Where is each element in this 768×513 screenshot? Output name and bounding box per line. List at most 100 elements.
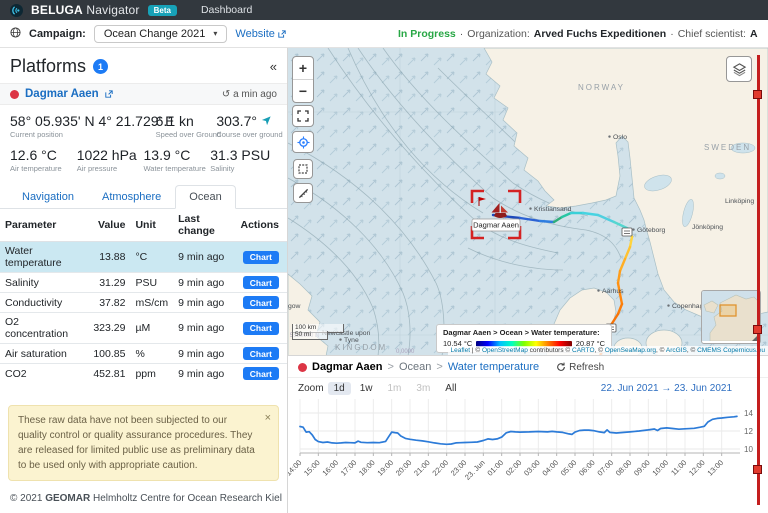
column-header-last-change: Last change (173, 209, 235, 242)
chart-button-salinity[interactable]: Chart (243, 276, 279, 289)
timeseries-panel: Dagmar Aaen > Ocean > Water temperature … (288, 355, 768, 513)
collapse-panel-button[interactable]: « (270, 59, 277, 74)
box-zoom-icon (298, 164, 308, 174)
y-axis-tick: 10 (744, 445, 753, 454)
chart-button-water-temperature[interactable]: Chart (243, 251, 279, 264)
x-axis-tick: 07:00 (595, 458, 615, 478)
top-navbar: BELUGA Navigator Beta Dashboard (0, 0, 768, 20)
map-city-label: Aarhus (602, 288, 624, 295)
website-link[interactable]: Website (235, 28, 286, 40)
attribution-link[interactable]: Leaflet (451, 347, 471, 354)
stat-course-over-ground: 303.7°Course over ground (216, 113, 277, 139)
close-icon[interactable]: × (265, 410, 271, 427)
zoom-range-1w[interactable]: 1w (354, 382, 379, 395)
x-axis-tick: 12:00 (687, 458, 707, 478)
zoom-out-button[interactable]: − (292, 80, 314, 102)
refresh-button[interactable]: Refresh (556, 362, 604, 373)
red-annotation-handle (753, 465, 762, 474)
temperature-line-chart[interactable]: 14121014:0015:0016:0017:0018:0019:0020:0… (288, 395, 768, 503)
external-link-icon (105, 90, 113, 98)
column-header-actions: Actions (235, 209, 287, 242)
red-annotation-handle (753, 90, 762, 99)
tab-navigation[interactable]: Navigation (8, 185, 88, 209)
fullscreen-button[interactable] (292, 105, 314, 127)
zoom-range-1d[interactable]: 1d (328, 382, 351, 395)
tab-ocean[interactable]: Ocean (175, 185, 235, 209)
x-axis-tick: 23. Jun (463, 458, 487, 482)
y-axis-tick: 12 (744, 427, 753, 436)
attribution-link[interactable]: CARTO (572, 347, 595, 354)
red-annotation-line (757, 55, 760, 505)
measure-button[interactable] (293, 183, 313, 203)
x-axis-tick: 19:00 (375, 458, 395, 478)
map-city-label: Oslo (613, 134, 627, 141)
locate-button[interactable] (292, 131, 314, 153)
zoom-label: Zoom (298, 383, 324, 394)
platform-row[interactable]: Dagmar Aaen ↺ a min ago (0, 83, 287, 105)
campaign-select[interactable]: Ocean Change 2021 ▾ (94, 25, 228, 43)
x-axis-tick: 03:00 (522, 458, 542, 478)
box-zoom-button[interactable] (293, 159, 313, 179)
chart-button-co2[interactable]: Chart (243, 367, 279, 380)
x-axis-tick: 04:00 (540, 458, 560, 478)
zoom-in-button[interactable]: + (292, 57, 314, 79)
campaign-label: Campaign: (29, 28, 86, 40)
nav-dashboard-link[interactable]: Dashboard (201, 4, 252, 16)
minimap-viewport-rect[interactable] (720, 305, 736, 316)
x-axis-tick: 17:00 (339, 458, 359, 478)
copyright-footer: © 2021 GEOMAR Helmholtz Centre for Ocean… (10, 493, 282, 504)
disclaimer-text: These raw data have not been subjected t… (18, 415, 255, 471)
overview-minimap[interactable] (701, 290, 761, 344)
breadcrumb-parameter[interactable]: Water temperature (448, 361, 539, 373)
platform-name-link[interactable]: Dagmar Aaen (25, 88, 99, 100)
layers-icon (732, 62, 747, 77)
attribution-link[interactable]: OpenSeaMap.org (605, 347, 656, 354)
website-link-label: Website (235, 28, 275, 40)
external-link-icon (278, 30, 286, 38)
zoom-range-3m: 3m (410, 382, 436, 395)
chief-scientist-value: Arved Fuchs (750, 28, 758, 40)
map-city-label: Linköping (725, 198, 754, 205)
y-axis-tick: 14 (744, 409, 753, 418)
status-badge: In Progress (398, 28, 456, 40)
date-range[interactable]: 22. Jun 2021 → 23. Jun 2021 (601, 383, 758, 394)
zoom-range-all[interactable]: All (439, 382, 462, 395)
x-axis-tick: 20:00 (394, 458, 414, 478)
attribution-link[interactable]: ArcGIS (666, 347, 687, 354)
attribution-link[interactable]: OpenStreetMap (482, 347, 528, 354)
map-region-label: KINGDOM (335, 343, 387, 352)
map-city-label: Kristiansand (534, 206, 572, 213)
attribution-link[interactable]: CMEMS Copernicus.eu (697, 347, 765, 354)
platform-status-dot (10, 90, 19, 99)
scale-mi: 50 mi (292, 331, 328, 340)
x-axis-tick: 05:00 (559, 458, 579, 478)
svg-text:Dagmar Aaen: Dagmar Aaen (473, 221, 519, 230)
temperature-series-line (300, 417, 737, 445)
x-axis-tick: 15:00 (302, 458, 322, 478)
vessel-map-label: Dagmar Aaen (472, 219, 520, 231)
x-axis-tick: 13:00 (705, 458, 725, 478)
port-marker-icon (622, 228, 632, 236)
layers-button[interactable] (726, 56, 752, 82)
chart-button-air-saturation[interactable]: Chart (243, 347, 279, 360)
campaign-meta: In Progress · Organization: Arved Fuchs … (398, 28, 758, 40)
chart-button-o2-concentration[interactable]: Chart (243, 322, 279, 335)
refresh-icon (556, 362, 566, 372)
breadcrumb-platform: Dagmar Aaen (312, 361, 383, 373)
tab-atmosphere[interactable]: Atmosphere (88, 185, 175, 209)
chart-button-conductivity[interactable]: Chart (243, 296, 279, 309)
map-city-label: Tyne (344, 337, 359, 344)
x-axis-tick: 09:00 (632, 458, 652, 478)
